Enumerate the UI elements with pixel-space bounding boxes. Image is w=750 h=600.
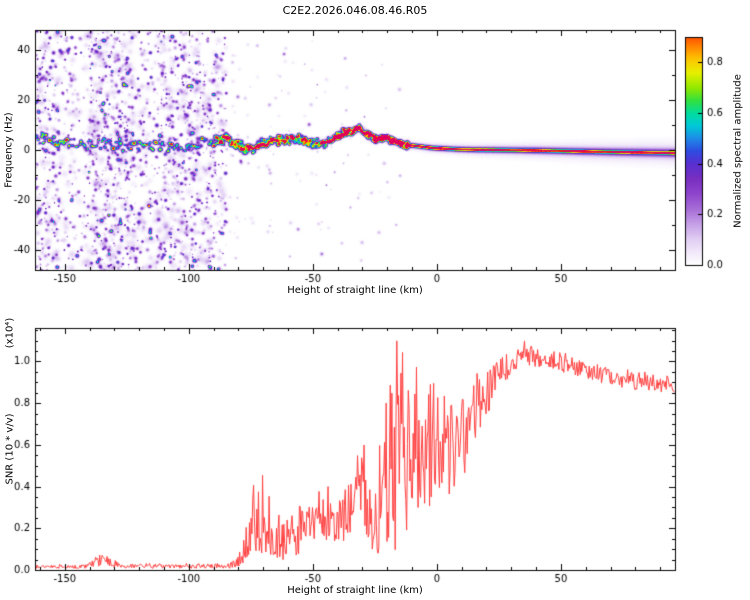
snr-x-axis-label: Height of straight line (km) — [287, 585, 423, 596]
spectrogram-y-axis-label: Frequency (Hz) — [3, 112, 15, 188]
snr-y-axis-label: SNR (10 * v/v) — [4, 413, 16, 485]
spectrogram-x-axis-label: Height of straight line (km) — [287, 285, 423, 296]
snr-y-axis-multiplier: (x10⁴) — [4, 317, 16, 349]
colorbar-label: Normalized spectral amplitude — [732, 74, 744, 228]
plot-title: C2E2.2026.046.08.46.R05 — [282, 4, 428, 17]
